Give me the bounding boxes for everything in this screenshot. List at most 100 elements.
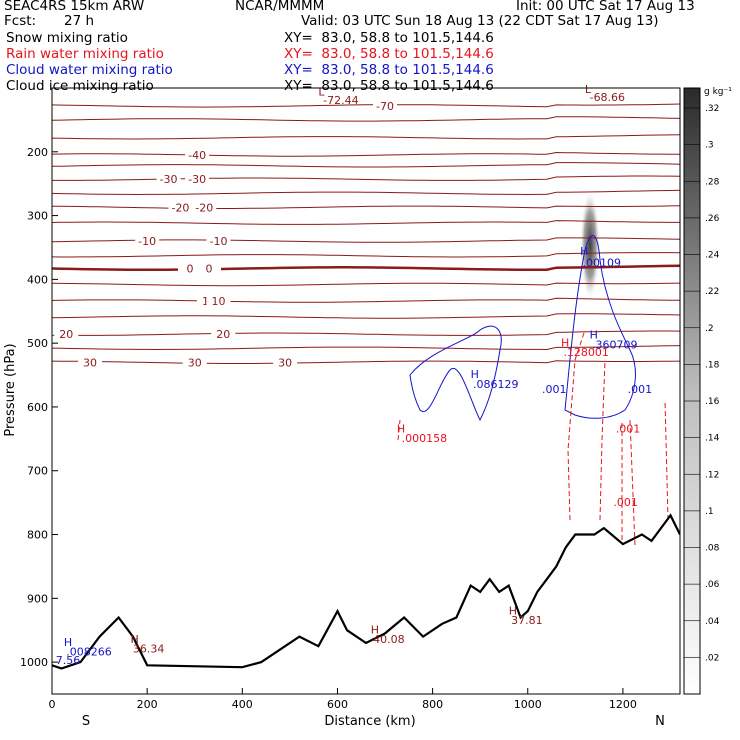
contour-label-bg <box>206 295 231 308</box>
extrema-label: 7.56 <box>56 654 81 667</box>
extrema-label: .360709 <box>592 338 638 351</box>
temperature-contour <box>52 134 680 140</box>
contour-label-bg <box>197 262 221 275</box>
temperature-contour <box>52 360 680 364</box>
colorbar-tick-label: .28 <box>705 177 720 187</box>
y-tick-label: 700 <box>27 465 48 478</box>
contour-label-bg <box>177 262 202 275</box>
temperature-contour-label: 0 <box>186 263 193 276</box>
temperature-contour-label: 30 <box>83 356 97 369</box>
contour-label-bg <box>211 328 236 341</box>
colorbar-tick-label: .18 <box>705 360 720 370</box>
temperature-contour <box>52 330 680 336</box>
x-tick-label: 600 <box>327 698 348 711</box>
extrema-label: L <box>585 83 592 96</box>
plot-frame <box>51 87 681 695</box>
temperature-contour-label: 20 <box>59 328 73 341</box>
colorbar-tick-label: .06 <box>705 580 720 590</box>
y-tick-label: 400 <box>27 273 48 286</box>
temperature-contour <box>52 345 680 351</box>
contour-label-bg <box>373 99 398 112</box>
temperature-contour-label: -70 <box>376 100 394 113</box>
contour-label-bg <box>168 201 193 214</box>
temperature-contour-label: 0 <box>206 263 213 276</box>
contour-label-bg <box>273 356 298 369</box>
extrema-label: H <box>509 604 517 617</box>
temperature-contour-label: -10 <box>138 235 156 248</box>
temperature-contour <box>52 205 680 209</box>
y-tick-label: 600 <box>27 401 48 414</box>
temperature-contour <box>52 175 680 181</box>
x-tick-label: 1000 <box>514 698 542 711</box>
temperature-contour <box>52 282 680 287</box>
contour-label-bg <box>192 201 217 214</box>
temperature-contour <box>52 189 680 196</box>
colorbar-tick-label: .22 <box>705 287 719 297</box>
model-title: SEAC4RS 15km ARW <box>4 0 145 14</box>
temperature-contour <box>52 162 680 168</box>
x-tick-label: 1200 <box>609 698 637 711</box>
contour-label-bg <box>156 173 181 186</box>
extrema-label: H <box>64 636 72 649</box>
temperature-contour-label: -10 <box>210 235 228 248</box>
fcst-label: Fcst: <box>4 13 37 29</box>
extrema-label: L <box>318 86 325 99</box>
contour-label-bg <box>185 173 210 186</box>
x-tick-label: 800 <box>422 698 443 711</box>
temperature-contour-label: -40 <box>188 149 206 162</box>
extrema-label: .008266 <box>66 646 112 659</box>
temperature-contour-label: -20 <box>171 201 189 214</box>
contour-label-bg <box>78 356 103 369</box>
extrema-label: -72.44 <box>323 94 358 107</box>
temperature-contour-label: -20 <box>195 201 213 214</box>
extrema-label: H <box>131 633 139 646</box>
extrema-label: .086129 <box>473 378 518 391</box>
temperature-contour-label: 30 <box>278 356 292 369</box>
temperature-contour <box>52 252 680 258</box>
extrema-label: H <box>471 368 479 381</box>
field-name-snow: Snow mixing ratio <box>6 30 128 46</box>
extrema-label: H <box>580 245 588 258</box>
extrema-label: H <box>397 422 405 435</box>
colorbar: g kg⁻¹ .02 .04 .06 .08 .1 .12 .14 .16 .18 .2 .22 .2… <box>683 87 732 695</box>
colorbar-tick-label: .24 <box>705 251 720 261</box>
field-xy-rain: XY= 83.0, 58.8 to 101.5,144.6 <box>284 46 494 62</box>
colorbar-tick-label: .02 <box>705 653 719 663</box>
colorbar-tick-label: .16 <box>705 397 720 407</box>
terrain-profile <box>52 513 680 670</box>
temperature-contour <box>52 297 680 303</box>
rain-water-contours <box>397 329 669 546</box>
org-title: NCAR/MMMM <box>235 0 325 14</box>
y-tick-label: 500 <box>27 337 48 350</box>
colorbar-tick-label: .3 <box>705 141 714 151</box>
temperature-contours: -70-40-30-30-20-20-10-100010102020303030 <box>52 99 680 369</box>
colorbar-tick-label: .1 <box>705 507 714 517</box>
contour-label-bg <box>206 235 231 248</box>
extrema-label: .128001 <box>563 346 609 359</box>
extrema-label: .001 <box>613 496 638 509</box>
y-tick-label: 1000 <box>20 656 48 669</box>
colorbar-tick-label: .08 <box>705 544 720 554</box>
field-xy-cloud-water: XY= 83.0, 58.8 to 101.5,144.6 <box>284 62 494 78</box>
extrema-label: H <box>590 329 598 342</box>
field-xy-cloud-ice: XY= 83.0, 58.8 to 101.5,144.6 <box>284 78 494 94</box>
temperature-contour <box>52 116 680 122</box>
y-tick-label: 200 <box>27 146 48 159</box>
valid-time: Valid: 03 UTC Sun 18 Aug 13 (22 CDT Sat … <box>301 13 659 29</box>
extrema-label: 36.34 <box>133 643 165 656</box>
fcst-value: 27 h <box>64 13 95 29</box>
temperature-contour <box>52 313 680 319</box>
y-tick-label: 800 <box>27 529 48 542</box>
x-tick-label: 400 <box>232 698 253 711</box>
extrema-label: 40.08 <box>373 633 405 646</box>
temperature-contour-label: -30 <box>160 173 178 186</box>
extrema-label: -68.66 <box>590 91 625 104</box>
colorbar-tick-label: .12 <box>705 470 719 480</box>
field-name-cloud-water: Cloud water mixing ratio <box>6 62 173 78</box>
cloud-ice-shading <box>580 190 600 300</box>
x-end-label-south: S <box>82 714 90 729</box>
temperature-contour <box>52 151 680 157</box>
y-axis-label: Pressure (hPa) <box>3 343 18 436</box>
extrema-label: 37.81 <box>511 614 543 627</box>
